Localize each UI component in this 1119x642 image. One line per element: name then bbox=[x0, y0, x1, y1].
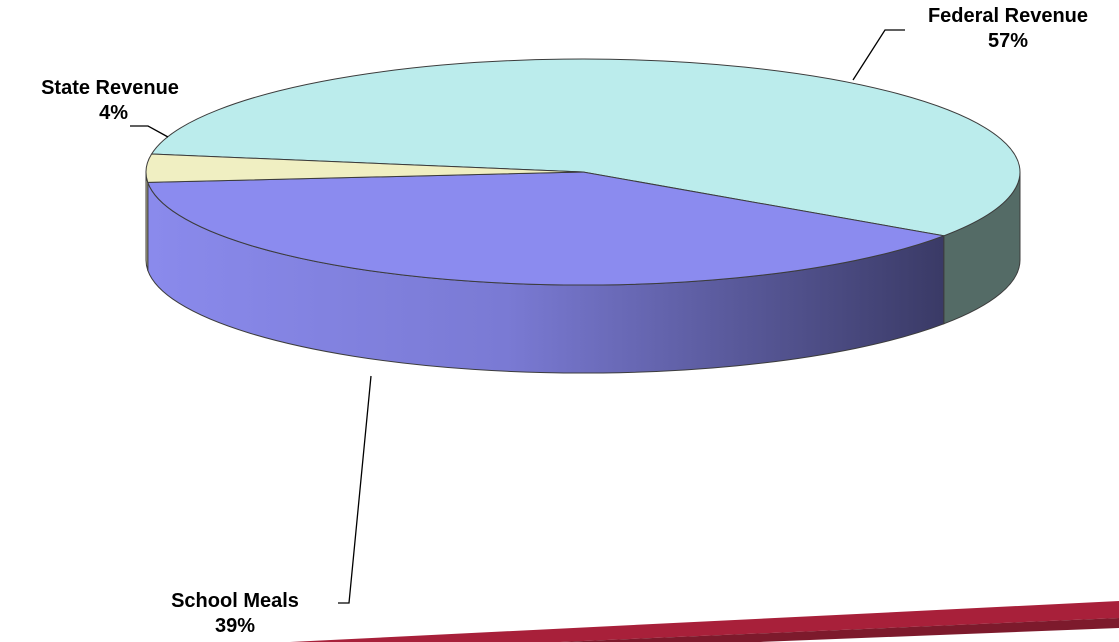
slice-name-school-meals: School Meals bbox=[171, 590, 299, 612]
slice-name-state-revenue: State Revenue bbox=[41, 77, 179, 99]
leader-line-state-revenue bbox=[130, 125, 169, 138]
slice-value-school-meals: 39% bbox=[214, 615, 256, 637]
slice-state-revenue bbox=[145, 153, 584, 183]
slice-value-federal-revenue: 57% bbox=[987, 30, 1029, 52]
footer-accent-stripe-dark bbox=[560, 618, 1119, 642]
leader-line-school-meals bbox=[338, 375, 372, 604]
data-label-school-meals: School Meals 39% bbox=[140, 589, 330, 639]
footer-accent-stripe bbox=[290, 601, 1119, 642]
slice-name-federal-revenue: Federal Revenue bbox=[927, 5, 1089, 27]
slice-school-meals bbox=[147, 171, 946, 286]
slice-side-state-revenue bbox=[145, 171, 149, 271]
slice-value-state-revenue: 4% bbox=[99, 102, 128, 124]
leader-line-federal-revenue bbox=[852, 29, 905, 81]
data-label-state-revenue: State Revenue 4% bbox=[0, 76, 220, 126]
slice-federal-revenue bbox=[150, 58, 1021, 237]
data-label-federal-revenue: Federal Revenue 57% bbox=[898, 4, 1118, 54]
